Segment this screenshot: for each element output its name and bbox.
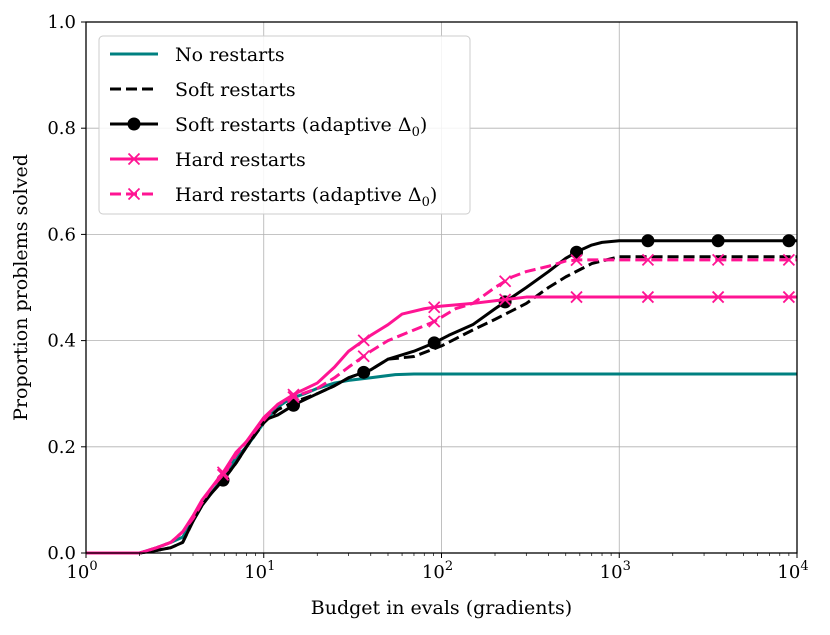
data-point-2 [570, 245, 584, 259]
axis-ticks: 100 101 102 103 104 0.0 0.2 0.4 0.6 0.8 1.0 [47, 12, 808, 583]
legend-label-4: Hard restarts (adaptive Δ0) [175, 184, 437, 210]
x-tick-label: 100 [66, 559, 97, 583]
data-point-4 [711, 253, 725, 267]
data-point-3 [641, 290, 655, 304]
x-axis-label: Budget in evals (gradients) [311, 597, 572, 619]
series-4 [86, 253, 797, 555]
data-point-4 [216, 468, 230, 481]
y-tick-label: 1.0 [47, 12, 76, 33]
data-point-3 [498, 293, 512, 306]
data-point-3 [357, 334, 370, 347]
y-axis-label: Proportion problems solved [10, 154, 32, 421]
data-point-4 [428, 315, 441, 328]
legend-label-3: Hard restarts [175, 149, 306, 171]
data-point-4 [498, 275, 512, 288]
data-point-2 [641, 234, 655, 248]
data-point-4 [570, 253, 583, 267]
legend-label-1: Soft restarts [175, 79, 296, 101]
x-tick-label: 103 [600, 559, 631, 583]
data-point-2 [711, 234, 725, 248]
data-point-2 [286, 398, 300, 412]
data-point-2 [782, 234, 796, 248]
y-tick-label: 0.4 [47, 331, 76, 352]
data-point-4 [782, 253, 796, 267]
legend-label-0: No restarts [175, 44, 285, 66]
data-point-4 [357, 350, 370, 363]
legend-box [98, 35, 471, 215]
data-point-3 [570, 290, 583, 304]
legend: No restarts Soft restarts Soft restarts (a… [98, 35, 471, 215]
x-tick-label: 101 [244, 559, 275, 583]
y-tick-label: 0.8 [47, 118, 76, 139]
data-point-4 [641, 253, 655, 267]
y-tick-label: 0.6 [47, 224, 76, 245]
legend-marker-3 [127, 152, 141, 166]
series-layer [86, 234, 797, 555]
y-tick-label: 0.2 [47, 437, 76, 458]
data-point-3 [428, 301, 441, 314]
legend-marker-4 [127, 187, 141, 201]
y-tick-label: 0.0 [47, 543, 76, 564]
x-tick-label: 104 [777, 559, 808, 583]
legend-marker-2 [127, 117, 141, 131]
series-line-4 [86, 258, 797, 555]
legend-label-2: Soft restarts (adaptive Δ0) [175, 114, 427, 140]
data-point-3 [782, 290, 796, 304]
data-point-2 [427, 336, 441, 350]
data-point-3 [711, 290, 725, 304]
x-tick-label: 102 [422, 559, 453, 583]
data-point-2 [357, 365, 371, 379]
data-point-4 [287, 390, 300, 404]
